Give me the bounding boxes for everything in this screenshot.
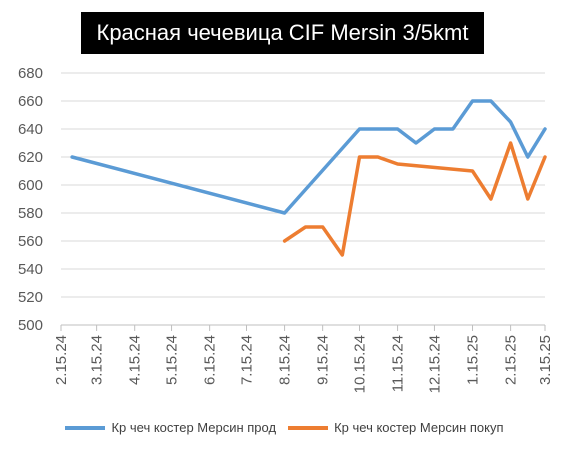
legend-swatch-series-1 [65,425,106,430]
x-tick-label: 12.15.24 [426,335,443,393]
y-tick-label: 560 [18,233,43,250]
x-tick-label: 8.15.24 [277,335,294,385]
y-tick-label: 640 [18,121,43,138]
y-tick-label: 680 [18,65,43,82]
series-lines [70,99,547,257]
y-tick-label: 520 [18,289,43,306]
y-axis-ticks: 500 520 540 560 580 600 620 640 660 680 [18,65,43,334]
legend: Кр чеч костер Мерсин прод Кр чеч костер … [0,420,569,435]
legend-label-series-2: Кр чеч костер Мерсин покуп [334,420,504,435]
y-tick-label: 580 [18,205,43,222]
legend-item-series-1: Кр чеч костер Мерсин прод [65,420,276,435]
y-tick-label: 660 [18,93,43,110]
x-tick-label: 9.15.24 [315,335,332,385]
x-axis-ticks: 2.15.24 3.15.24 4.15.24 5.15.24 6.15.24 7.15.… [53,325,554,393]
series-line-1 [70,99,547,215]
x-tick-label: 7.15.24 [238,335,255,385]
legend-label-series-1: Кр чеч костер Мерсин прод [111,420,277,435]
x-tick-label: 3.15.25 [537,335,554,385]
x-tick-label: 1.15.25 [465,335,482,385]
y-tick-label: 600 [18,177,43,194]
x-tick-label: 3.15.24 [89,335,106,385]
y-tick-label: 620 [18,149,43,166]
x-tick-label: 4.15.24 [127,335,144,385]
x-tick-label: 2.15.24 [53,335,70,385]
y-tick-label: 500 [18,317,43,334]
chart-title: Красная чечевица CIF Mersin 3/5kmt [81,12,484,54]
gridlines [61,72,545,326]
y-tick-label: 540 [18,261,43,278]
x-tick-label: 6.15.24 [202,335,219,385]
legend-item-series-2: Кр чеч костер Мерсин покуп [288,420,504,435]
x-tick-label: 5.15.24 [164,335,181,385]
series-line-2 [282,141,547,257]
x-tick-label: 11.15.24 [390,335,407,392]
legend-swatch-series-2 [288,425,329,430]
x-tick-label: 2.15.25 [503,335,520,385]
x-tick-label: 10.15.24 [352,335,369,393]
